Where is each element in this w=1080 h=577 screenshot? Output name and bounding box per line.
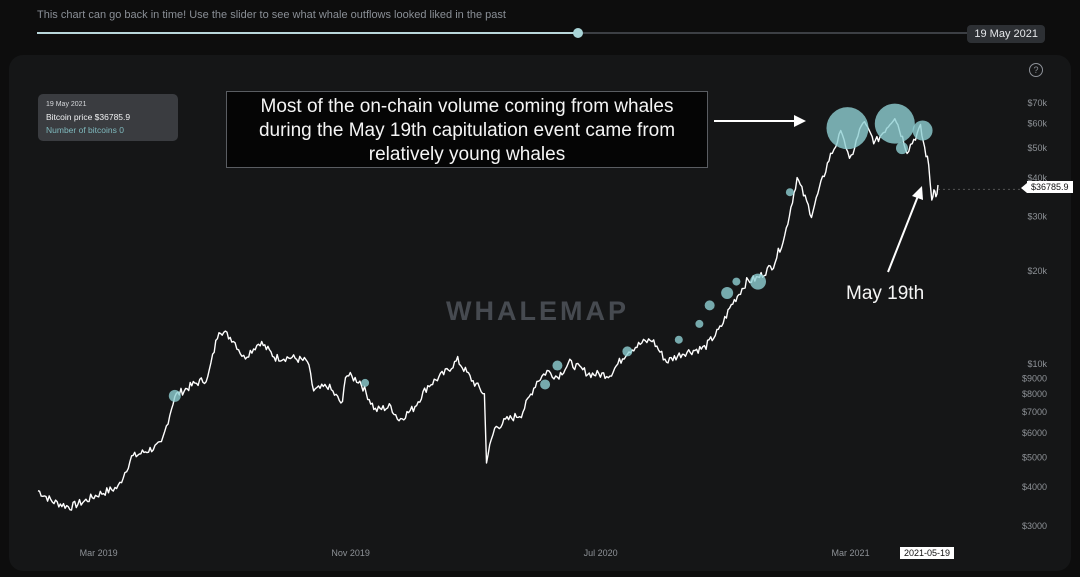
y-tick-label: $7000 — [1022, 407, 1047, 417]
annotation-line: relatively young whales — [368, 144, 566, 165]
whale-volume-bubble — [552, 360, 563, 371]
end-date-badge: 2021-05-19 — [900, 547, 955, 559]
question-circle-icon[interactable]: ? — [1029, 63, 1043, 77]
whale-volume-bubble — [168, 389, 181, 402]
y-tick-label: $9000 — [1022, 373, 1047, 383]
x-tick-label: Nov 2019 — [331, 548, 370, 558]
x-tick-label: Mar 2019 — [80, 548, 118, 558]
whale-volume-bubble — [750, 273, 766, 290]
y-tick-label: $50k — [1027, 143, 1047, 153]
may-19th-label: May 19th — [846, 283, 925, 304]
arrowhead — [794, 115, 806, 127]
tooltip-bitcoin-count: Number of bitcoins 0 — [46, 125, 124, 135]
whale-volume-bubble — [674, 335, 683, 344]
whale-volume-bubble — [721, 286, 734, 299]
whale-volume-bubble — [826, 107, 869, 150]
y-tick-label: $4000 — [1022, 482, 1047, 492]
price-series-line — [37, 118, 939, 511]
y-tick-label: $8000 — [1022, 389, 1047, 399]
whale-volume-bubble — [732, 277, 741, 286]
slider-instructions: This chart can go back in time! Use the … — [37, 9, 506, 21]
arrow-to-may-19 — [887, 195, 919, 273]
annotation-box: Most of the on-chain volume coming from … — [226, 91, 708, 168]
y-tick-label: $6000 — [1022, 428, 1047, 438]
slider-handle[interactable] — [573, 28, 584, 38]
y-tick-label: $40k — [1027, 173, 1047, 183]
whale-volume-bubble — [361, 378, 370, 387]
x-tick-label: Mar 2021 — [832, 548, 870, 558]
tooltip-date: 19 May 2021 — [46, 101, 87, 108]
whale-volume-bubble — [785, 188, 794, 197]
y-tick-label: $10k — [1027, 359, 1047, 369]
slider-fill — [37, 32, 579, 34]
time-slider[interactable] — [37, 26, 1045, 40]
whale-volume-bubble — [695, 319, 704, 328]
y-tick-label: $20k — [1027, 266, 1047, 276]
x-tick-label: Jul 2020 — [584, 548, 618, 558]
annotation-line: Most of the on-chain volume coming from … — [260, 96, 674, 117]
y-tick-label: $5000 — [1022, 452, 1047, 462]
slider-date-badge: 19 May 2021 — [967, 25, 1045, 43]
y-tick-label: $3000 — [1022, 521, 1047, 531]
y-tick-label: $60k — [1027, 119, 1047, 129]
whale-volume-bubble — [622, 346, 633, 357]
whale-volume-bubble — [704, 300, 715, 311]
annotation-line: during the May 19th capitulation event c… — [258, 120, 676, 141]
y-tick-label: $70k — [1027, 98, 1047, 108]
arrowhead — [912, 186, 923, 200]
whale-volume-bubble — [912, 120, 933, 141]
whalemap-watermark: WHALEMAP — [446, 296, 629, 326]
whale-volume-bubble — [896, 142, 908, 155]
current-price-tag: $36785.9 — [1021, 181, 1073, 193]
whale-volume-bubble — [874, 103, 915, 144]
y-tick-label: $30k — [1027, 212, 1047, 222]
whale-volume-bubble — [540, 379, 551, 390]
hover-tooltip: 19 May 2021 Bitcoin price $36785.9 Numbe… — [38, 94, 178, 141]
tooltip-price: Bitcoin price $36785.9 — [46, 112, 131, 122]
